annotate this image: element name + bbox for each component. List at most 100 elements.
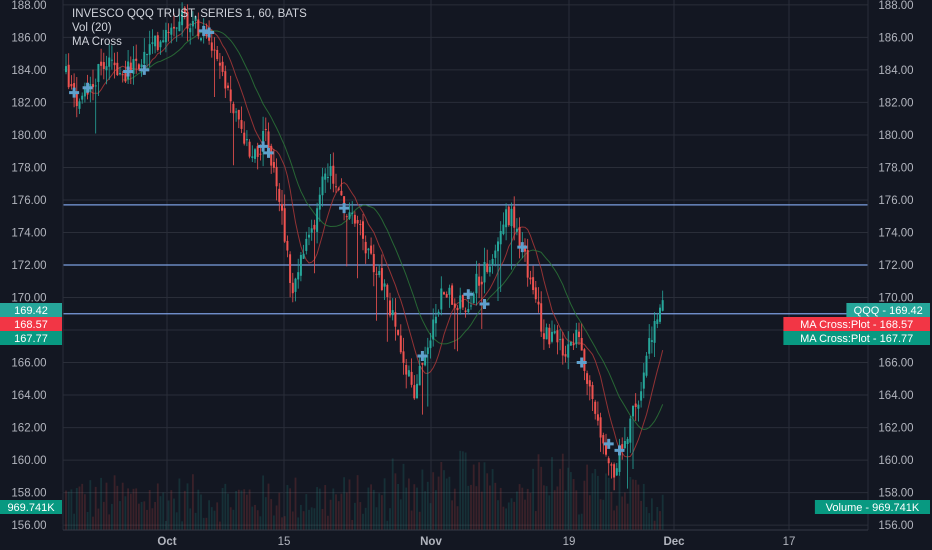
candle-body <box>429 340 432 349</box>
candle-body <box>148 44 151 55</box>
volume-bar <box>129 493 132 530</box>
volume-bar <box>210 507 213 530</box>
volume-bar <box>421 469 424 530</box>
candle-body <box>588 380 591 387</box>
volume-bar <box>183 490 186 530</box>
candle-body <box>240 120 243 129</box>
volume-bar <box>381 495 383 530</box>
volume-bar <box>437 476 440 530</box>
volume-bar <box>480 491 483 530</box>
price-tag-left-bg <box>0 303 62 317</box>
candle-body <box>513 206 516 228</box>
volume-bar <box>119 501 121 530</box>
candle-body <box>445 294 448 298</box>
volume-bar <box>237 489 240 530</box>
volume-bar <box>551 457 553 530</box>
y-tick-label-left: 172.00 <box>11 260 46 272</box>
volume-bar <box>648 513 651 530</box>
ma-cross-marker <box>123 66 134 77</box>
volume-bar <box>75 488 78 530</box>
volume-indicator-label: Vol (20) <box>72 22 112 34</box>
candle-body <box>270 145 273 166</box>
candle-body <box>175 27 178 29</box>
candle-body <box>313 224 316 230</box>
y-tick-label-left: 156.00 <box>11 520 46 532</box>
volume-tag-right-bg <box>814 500 930 514</box>
candle-body <box>154 35 157 47</box>
candle-body <box>488 266 491 273</box>
candle-body <box>170 27 173 35</box>
volume-bar <box>532 468 534 530</box>
candle-body <box>324 173 327 180</box>
candle-body <box>308 234 310 238</box>
candle-body <box>564 354 567 357</box>
candle-body <box>370 245 373 254</box>
volume-bar <box>127 488 129 530</box>
volume-bar <box>340 493 343 530</box>
volume-bar <box>73 513 75 530</box>
candle-body <box>648 338 651 354</box>
y-tick-label-right: 162.00 <box>878 423 913 435</box>
price-tag-right-bg <box>783 331 930 345</box>
candle-body <box>548 327 551 345</box>
ma-cross-indicator-label: MA Cross <box>72 36 122 48</box>
y-tick-label-right: 158.00 <box>878 488 913 500</box>
volume-bar <box>300 504 302 530</box>
candle-body <box>402 351 405 363</box>
candle-body <box>537 301 540 305</box>
volume-bar <box>267 483 270 530</box>
volume-bar <box>367 487 370 530</box>
candle-body <box>97 64 100 82</box>
volume-bar <box>599 499 602 530</box>
candle-body <box>213 49 216 51</box>
volume-bar <box>588 495 591 530</box>
volume-bar <box>124 496 127 530</box>
y-tick-label-right: 188.00 <box>878 0 913 12</box>
volume-bar <box>529 492 532 530</box>
volume-bar <box>491 469 494 530</box>
candle-body <box>194 16 197 21</box>
x-tick-label: 17 <box>783 536 796 548</box>
volume-bar <box>624 492 626 530</box>
volume-bar <box>335 494 337 530</box>
price-tags: 169.42 QQQ - 169.42 168.57 MA Cross:Plot - … <box>0 303 930 514</box>
candle-body <box>210 42 213 51</box>
volume-bar <box>570 472 572 530</box>
candle-body <box>227 85 229 88</box>
axes: 188.00 188.00 186.00 186.00 184.00 184.00 182.… <box>11 0 914 548</box>
candle-body <box>615 468 618 476</box>
candle-body <box>610 464 613 466</box>
volume-bar <box>497 500 499 530</box>
volume-bar <box>513 501 516 530</box>
candle-body <box>440 288 443 310</box>
price-tag-right: QQQ - 169.42 <box>854 305 923 317</box>
volume-bar <box>499 487 502 530</box>
volume-bar <box>173 498 175 530</box>
volume-bar <box>219 521 221 530</box>
volume-bar <box>478 462 480 530</box>
volume-bar <box>559 468 561 530</box>
candle-body <box>397 330 400 335</box>
ma-cross-markers <box>69 25 625 456</box>
volume-bar <box>572 479 575 530</box>
candle-body <box>567 344 570 358</box>
volume-bar <box>516 491 518 530</box>
candle-body <box>151 42 154 44</box>
volume-bar <box>556 486 559 530</box>
volume-bar <box>178 478 181 530</box>
candle-body <box>353 214 356 224</box>
candle-body <box>380 268 383 291</box>
volume-bar <box>262 475 264 530</box>
ma-cross-marker <box>263 147 274 158</box>
volume-tag-left: 969.741K <box>7 502 55 514</box>
candle-body <box>437 311 440 315</box>
candle-body <box>191 21 194 27</box>
candle-body <box>480 281 483 285</box>
candle-body <box>259 153 262 155</box>
volume-bar <box>156 483 159 530</box>
candle-body <box>245 139 248 141</box>
candle-body <box>345 216 348 218</box>
volume-bar <box>364 507 367 530</box>
